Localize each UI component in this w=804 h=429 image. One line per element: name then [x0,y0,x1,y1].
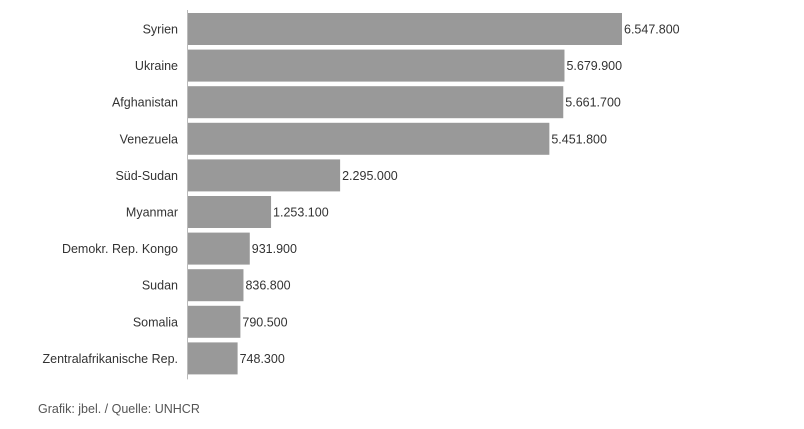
category-label: Myanmar [126,206,178,220]
bar [188,159,341,192]
value-label: 931.900 [252,242,297,256]
category-label: Ukraine [135,59,178,73]
category-label: Demokr. Rep. Kongo [62,242,178,256]
source-credit: Grafik: jbel. / Quelle: UNHCR [38,402,200,416]
bar [188,122,550,155]
bar-chart: Syrien 6.547.800 Ukraine 5.679.900 Afghanist… [43,10,680,380]
bar [188,342,238,375]
bar [188,49,565,82]
value-label: 1.253.100 [273,206,329,220]
category-label: Syrien [143,23,178,37]
category-label: Venezuela [120,132,178,146]
bars-group: Syrien 6.547.800 Ukraine 5.679.900 Afghanist… [43,13,680,375]
value-label: 5.451.800 [551,132,607,146]
bar [188,305,241,338]
category-label: Zentralafrikanische Rep. [43,352,178,366]
bar [188,86,564,119]
category-label: Süd-Sudan [115,169,178,183]
category-label: Somalia [133,315,178,329]
value-label: 748.300 [240,352,285,366]
bar [188,232,250,265]
bar [188,196,272,228]
category-label: Afghanistan [112,96,178,110]
value-label: 5.661.700 [565,96,621,110]
value-label: 5.679.900 [566,59,622,73]
bar [188,13,622,45]
value-label: 836.800 [245,279,290,293]
value-label: 790.500 [242,315,287,329]
value-label: 2.295.000 [342,169,398,183]
value-label: 6.547.800 [624,23,680,37]
bar [188,269,244,302]
category-label: Sudan [142,279,178,293]
